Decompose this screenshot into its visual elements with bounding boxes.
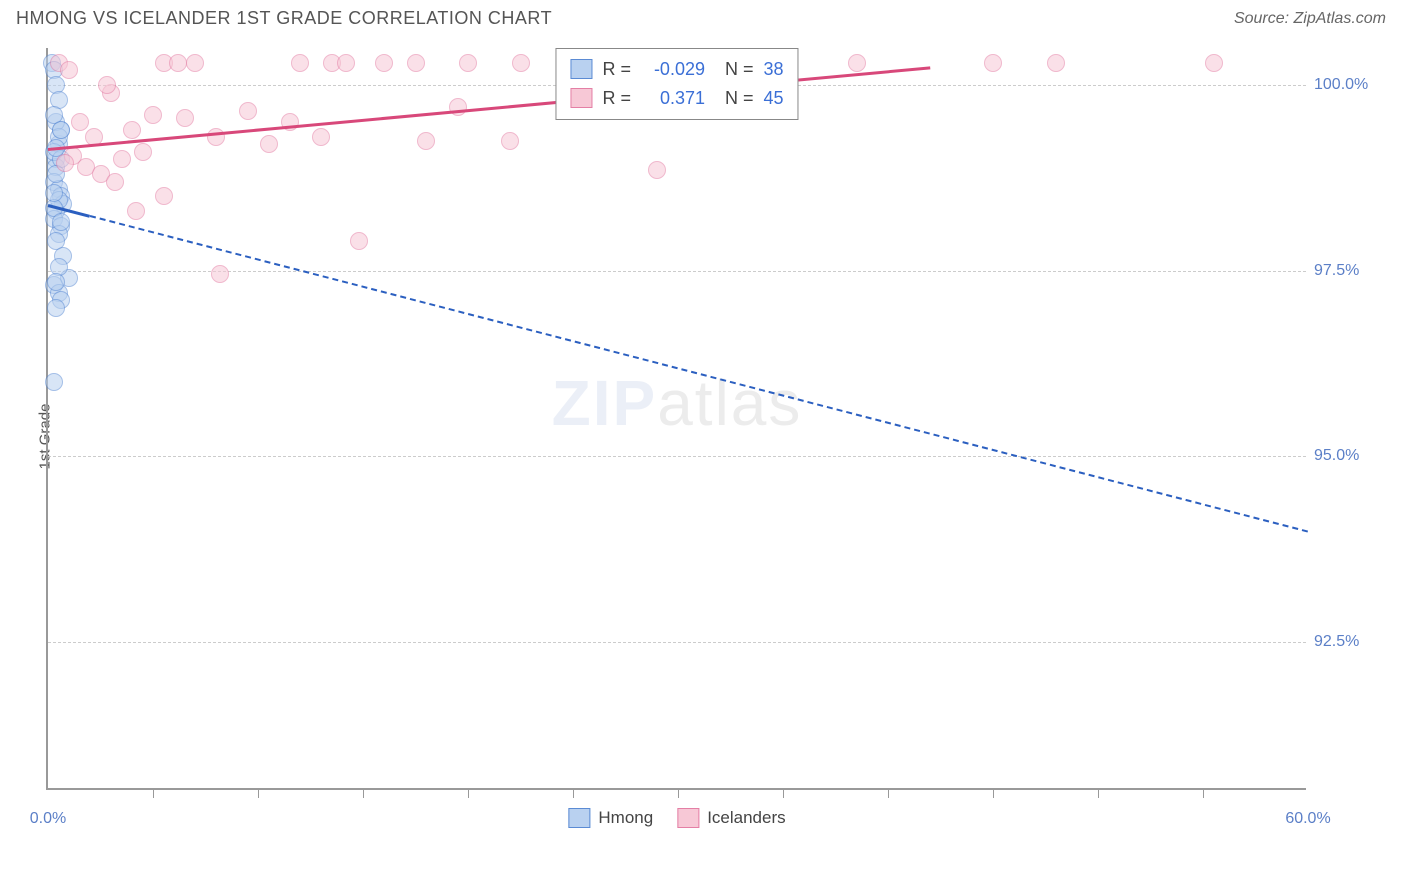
data-point bbox=[98, 76, 116, 94]
legend-n-value: 38 bbox=[764, 55, 784, 84]
x-tick bbox=[258, 788, 259, 798]
data-point bbox=[123, 121, 141, 139]
data-point bbox=[45, 184, 63, 202]
legend-swatch bbox=[570, 88, 592, 108]
gridline bbox=[48, 456, 1306, 457]
data-point bbox=[337, 54, 355, 72]
x-tick bbox=[678, 788, 679, 798]
gridline bbox=[48, 642, 1306, 643]
x-tick bbox=[888, 788, 889, 798]
data-point bbox=[459, 54, 477, 72]
data-point bbox=[106, 173, 124, 191]
data-point bbox=[350, 232, 368, 250]
x-tick bbox=[153, 788, 154, 798]
x-tick bbox=[363, 788, 364, 798]
data-point bbox=[60, 61, 78, 79]
legend-swatch bbox=[677, 808, 699, 828]
data-point bbox=[113, 150, 131, 168]
x-tick bbox=[1203, 788, 1204, 798]
data-point bbox=[501, 132, 519, 150]
data-point bbox=[239, 102, 257, 120]
correlation-legend-row: R = -0.029 N = 38 bbox=[570, 55, 783, 84]
data-point bbox=[417, 132, 435, 150]
legend-swatch bbox=[570, 59, 592, 79]
data-point bbox=[45, 373, 63, 391]
data-point bbox=[186, 54, 204, 72]
data-point bbox=[648, 161, 666, 179]
data-point bbox=[52, 121, 70, 139]
data-point bbox=[155, 187, 173, 205]
legend-r-label: R = bbox=[602, 84, 631, 113]
data-point bbox=[47, 299, 65, 317]
correlation-legend-row: R = 0.371 N = 45 bbox=[570, 84, 783, 113]
y-tick-label: 100.0% bbox=[1314, 76, 1384, 94]
data-point bbox=[848, 54, 866, 72]
trend-line bbox=[90, 215, 1308, 533]
legend-swatch bbox=[568, 808, 590, 828]
series-legend-item: Icelanders bbox=[677, 808, 785, 828]
series-legend-item: Hmong bbox=[568, 808, 653, 828]
data-point bbox=[134, 143, 152, 161]
x-axis-end-label: 60.0% bbox=[1285, 810, 1330, 828]
watermark: ZIPatlas bbox=[552, 366, 803, 440]
x-axis-start-label: 0.0% bbox=[30, 810, 66, 828]
data-point bbox=[291, 54, 309, 72]
data-point bbox=[71, 113, 89, 131]
watermark-bold: ZIP bbox=[552, 367, 658, 439]
legend-r-value: 0.371 bbox=[641, 84, 705, 113]
data-point bbox=[127, 202, 145, 220]
data-point bbox=[211, 265, 229, 283]
series-legend-label: Hmong bbox=[598, 808, 653, 828]
data-point bbox=[47, 273, 65, 291]
data-point bbox=[984, 54, 1002, 72]
data-point bbox=[1047, 54, 1065, 72]
legend-n-value: 45 bbox=[764, 84, 784, 113]
plot-area: ZIPatlas 100.0%97.5%95.0%92.5%0.0%60.0%R… bbox=[46, 48, 1306, 790]
x-tick bbox=[783, 788, 784, 798]
x-tick bbox=[573, 788, 574, 798]
chart-area: 1st Grade ZIPatlas 100.0%97.5%95.0%92.5%… bbox=[16, 48, 1390, 838]
legend-n-label: N = bbox=[715, 84, 754, 113]
data-point bbox=[375, 54, 393, 72]
data-point bbox=[407, 54, 425, 72]
data-point bbox=[169, 54, 187, 72]
data-point bbox=[176, 109, 194, 127]
chart-header: HMONG VS ICELANDER 1ST GRADE CORRELATION… bbox=[0, 0, 1406, 37]
chart-source: Source: ZipAtlas.com bbox=[1234, 10, 1386, 28]
x-tick bbox=[993, 788, 994, 798]
watermark-thin: atlas bbox=[657, 367, 802, 439]
data-point bbox=[512, 54, 530, 72]
legend-r-label: R = bbox=[602, 55, 631, 84]
legend-r-value: -0.029 bbox=[641, 55, 705, 84]
data-point bbox=[56, 154, 74, 172]
series-legend-label: Icelanders bbox=[707, 808, 785, 828]
y-tick-label: 95.0% bbox=[1314, 447, 1384, 465]
data-point bbox=[207, 128, 225, 146]
data-point bbox=[260, 135, 278, 153]
legend-n-label: N = bbox=[715, 55, 754, 84]
data-point bbox=[144, 106, 162, 124]
y-tick-label: 92.5% bbox=[1314, 633, 1384, 651]
correlation-legend: R = -0.029 N = 38 R = 0.371 N = 45 bbox=[555, 48, 798, 120]
y-tick-label: 97.5% bbox=[1314, 262, 1384, 280]
x-tick bbox=[1098, 788, 1099, 798]
data-point bbox=[52, 213, 70, 231]
data-point bbox=[312, 128, 330, 146]
data-point bbox=[1205, 54, 1223, 72]
x-tick bbox=[468, 788, 469, 798]
series-legend: Hmong Icelanders bbox=[568, 808, 785, 828]
gridline bbox=[48, 271, 1306, 272]
chart-title: HMONG VS ICELANDER 1ST GRADE CORRELATION… bbox=[16, 8, 552, 29]
